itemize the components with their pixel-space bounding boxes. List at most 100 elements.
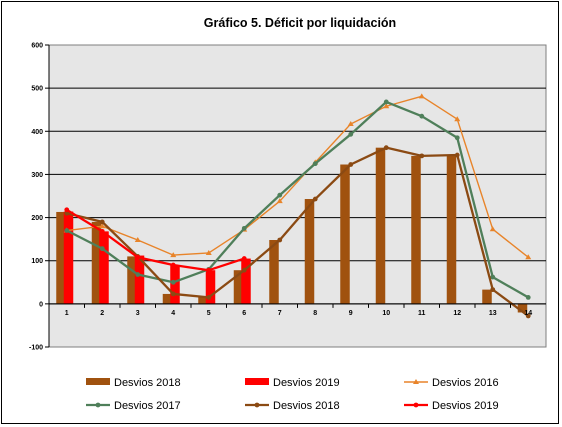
point-desvios-2018 — [277, 237, 283, 243]
point-desvios-2017 — [525, 294, 531, 300]
legend-swatch-bar — [86, 378, 110, 385]
x-tick-label: 12 — [453, 310, 461, 317]
y-tick-label: 400 — [31, 129, 43, 136]
line-desvios-2017 — [66, 100, 529, 299]
bar-2019-4 — [170, 265, 180, 304]
point-desvios-2016 — [454, 116, 461, 122]
legend-marker — [413, 402, 419, 408]
bar-2018-7 — [269, 240, 279, 304]
point-desvios-2018 — [348, 162, 354, 167]
point-desvios-2017 — [99, 246, 105, 252]
point-desvios-2016 — [134, 237, 141, 243]
legend-label-desvios-2019: Desvios 2019 — [432, 400, 499, 412]
chart-title: Gráfico 5. Déficit por liquidación — [204, 16, 396, 30]
point-desvios-2017 — [241, 225, 247, 231]
point-desvios-2017 — [277, 192, 283, 198]
x-tick-label: 8 — [313, 310, 317, 317]
point-desvios-2016 — [99, 223, 106, 229]
legend-swatch-bar — [245, 378, 269, 385]
bar-2018-6 — [233, 270, 244, 304]
x-tick-label: 4 — [171, 310, 175, 317]
point-desvios-2018 — [454, 152, 460, 158]
point-desvios-2019 — [206, 267, 212, 273]
y-tick-label: 500 — [31, 86, 43, 93]
point-desvios-2017 — [64, 228, 70, 233]
x-tick-label: 10 — [382, 310, 390, 317]
legend-marker — [254, 402, 260, 408]
point-desvios-2018 — [170, 291, 176, 297]
point-desvios-2016 — [383, 103, 390, 109]
y-tick-label: 200 — [31, 215, 43, 222]
point-desvios-2019 — [64, 207, 70, 213]
x-tick-label: 7 — [278, 310, 282, 317]
y-tick-label: 300 — [31, 172, 43, 179]
point-desvios-2016 — [170, 252, 177, 258]
x-tick-label: 5 — [207, 310, 211, 317]
bar-2019-5 — [205, 270, 216, 304]
bar-2018-9 — [340, 164, 350, 304]
bar-2018-13 — [482, 289, 492, 304]
y-tick-label: 0 — [39, 301, 43, 308]
point-desvios-2019 — [170, 262, 176, 268]
x-tick-label: 14 — [524, 310, 532, 317]
legend-marker — [413, 379, 419, 384]
point-desvios-2018 — [312, 196, 318, 202]
point-desvios-2017 — [348, 131, 354, 137]
bar-2019-3 — [134, 255, 145, 304]
bar-2018-1 — [56, 211, 66, 304]
bar-2018-14 — [517, 303, 528, 313]
bar-2018-3 — [127, 256, 137, 304]
bar-2018-12 — [446, 155, 457, 304]
legend-label-desvios-2017: Desvios 2017 — [114, 400, 181, 412]
point-desvios-2019 — [241, 256, 247, 261]
legend-label-desvios-2018: Desvios 2018 — [273, 400, 340, 412]
bar-2019-1 — [63, 211, 74, 304]
x-tick-label: 6 — [242, 310, 246, 317]
bar-2018-2 — [91, 221, 102, 304]
line-desvios-2018 — [66, 146, 529, 317]
point-desvios-2017 — [135, 272, 141, 277]
point-desvios-2018 — [206, 294, 212, 300]
bar-2018-11 — [411, 155, 421, 304]
point-desvios-2017 — [170, 279, 176, 285]
point-desvios-2018 — [525, 313, 531, 319]
point-desvios-2016 — [418, 93, 425, 99]
point-desvios-2016 — [276, 198, 283, 204]
y-tick-label: -100 — [29, 345, 43, 352]
x-tick-label: 11 — [418, 310, 426, 317]
bar-2019-6 — [241, 258, 251, 304]
point-desvios-2016 — [205, 249, 212, 255]
point-desvios-2017 — [383, 99, 389, 105]
point-desvios-2018 — [419, 153, 425, 159]
line-desvios-2016 — [66, 95, 529, 258]
bar-2018-10 — [375, 147, 386, 304]
x-tick-label: 1 — [65, 310, 69, 317]
point-desvios-2018 — [99, 219, 105, 225]
legend-marker — [95, 402, 101, 408]
legend-label-desvios-2019: Desvios 2019 — [273, 377, 340, 389]
point-desvios-2019 — [99, 228, 105, 234]
point-desvios-2017 — [312, 161, 318, 167]
point-desvios-2019 — [135, 254, 141, 260]
point-desvios-2016 — [525, 254, 532, 260]
point-desvios-2016 — [489, 226, 496, 232]
point-desvios-2018 — [490, 287, 496, 293]
point-desvios-2018 — [64, 210, 70, 216]
bar-2018-5 — [198, 297, 208, 304]
point-desvios-2017 — [454, 135, 460, 141]
y-tick-label: 100 — [31, 258, 43, 265]
x-tick-label: 2 — [100, 310, 104, 317]
point-desvios-2018 — [383, 145, 389, 151]
legend-label-desvios-2018: Desvios 2018 — [114, 377, 181, 389]
bar-2019-2 — [99, 231, 109, 304]
point-desvios-2017 — [419, 113, 425, 119]
point-desvios-2017 — [490, 274, 496, 280]
line-desvios-2019 — [66, 208, 245, 272]
x-tick-label: 13 — [489, 310, 497, 317]
bar-2018-8 — [304, 199, 315, 304]
x-tick-label: 9 — [349, 310, 353, 317]
bar-2018-4 — [162, 293, 173, 304]
x-tick-label: 3 — [136, 310, 140, 317]
legend-label-desvios-2016: Desvios 2016 — [432, 377, 499, 389]
